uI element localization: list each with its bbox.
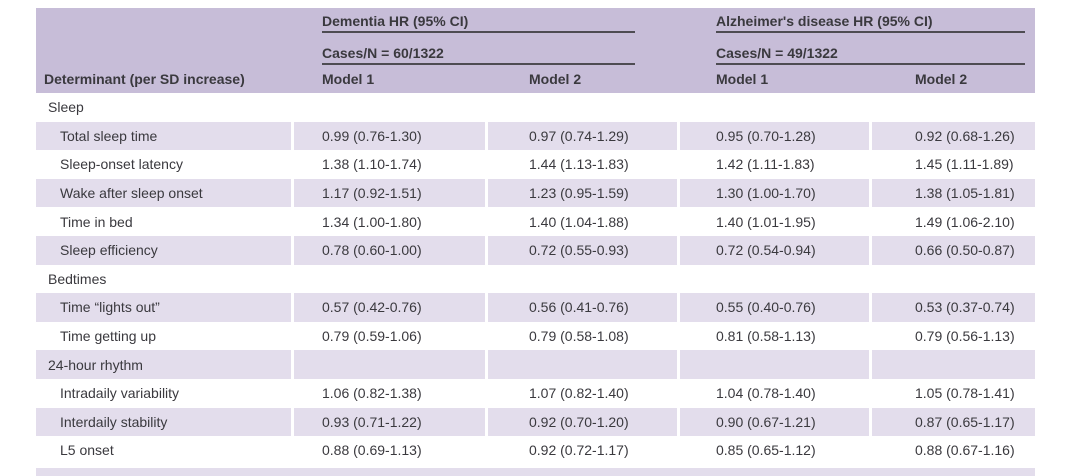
group-title-row: Dementia HR (95% CI) Alzheimer's disease…	[36, 8, 1035, 33]
column-gutter	[869, 93, 872, 465]
hr-value: 1.05 (0.78-1.41)	[915, 385, 1015, 402]
hr-value: 1.04 (0.78-1.40)	[716, 385, 816, 402]
hr-value: 1.49 (1.06-2.10)	[915, 213, 1015, 230]
hr-value: 0.95 (0.70-1.28)	[716, 127, 816, 144]
table-row: Time getting up 0.79 (0.59-1.06) 0.79 (0.5…	[36, 322, 1035, 351]
determinant-label: Time “lights out”	[60, 299, 160, 316]
group-title-alzheimer: Alzheimer's disease HR (95% CI)	[716, 13, 933, 29]
determinant-label: Total sleep time	[60, 127, 158, 144]
hr-value: 1.38 (1.05-1.81)	[915, 185, 1015, 202]
determinant-label: Sleep-onset latency	[60, 156, 183, 173]
hr-value: 1.06 (0.82-1.38)	[322, 385, 422, 402]
cases-alzheimer: Cases/N = 49/1322	[716, 45, 1025, 65]
section-row: Sleep	[36, 93, 1035, 122]
hr-value: 1.42 (1.11-1.83)	[716, 156, 815, 173]
section-label: 24-hour rhythm	[48, 356, 143, 373]
hr-value: 1.40 (1.01-1.95)	[716, 213, 816, 230]
hr-value: 0.99 (0.76-1.30)	[322, 127, 422, 144]
hr-value: 0.72 (0.54-0.94)	[716, 242, 816, 259]
hr-value: 1.38 (1.10-1.74)	[322, 156, 422, 173]
table-bottom-strip	[36, 467, 1035, 476]
hr-value: 1.34 (1.00-1.80)	[322, 213, 422, 230]
table-row: Interdaily stability 0.93 (0.71-1.22) 0.92…	[36, 407, 1035, 437]
hr-value: 1.45 (1.11-1.89)	[915, 156, 1014, 173]
hr-value: 0.81 (0.58-1.13)	[716, 328, 816, 345]
table-row: Sleep-onset latency 1.38 (1.10-1.74) 1.44 …	[36, 150, 1035, 179]
hr-value: 0.88 (0.69-1.13)	[322, 442, 422, 459]
dementia-model2-header: Model 2	[529, 71, 582, 87]
column-gutter	[485, 93, 488, 465]
cases-label-dementia: Cases/N = 60/1322	[322, 45, 444, 61]
hr-value: 0.66 (0.50-0.87)	[915, 242, 1015, 259]
section-row: Bedtimes	[36, 265, 1035, 294]
table-row: Intradaily variability 1.06 (0.82-1.38) 1.…	[36, 379, 1035, 408]
table-row: Wake after sleep onset 1.17 (0.92-1.51) 1.…	[36, 178, 1035, 208]
hr-value: 1.07 (0.82-1.40)	[529, 385, 629, 402]
determinant-label: L5 onset	[60, 442, 114, 459]
hr-value: 1.44 (1.13-1.83)	[529, 156, 629, 173]
column-gutter	[677, 93, 680, 465]
hr-value: 0.85 (0.65-1.12)	[716, 442, 816, 459]
determinant-label: Time in bed	[60, 213, 133, 230]
hr-value: 1.23 (0.95-1.59)	[529, 185, 629, 202]
determinant-label: Wake after sleep onset	[60, 185, 203, 202]
table-row: Time in bed 1.34 (1.00-1.80) 1.40 (1.04-1.…	[36, 207, 1035, 236]
section-label: Sleep	[48, 99, 84, 116]
cases-dementia: Cases/N = 60/1322	[322, 45, 635, 65]
group-alzheimer: Alzheimer's disease HR (95% CI)	[716, 13, 1025, 33]
determinant-column-header: Determinant (per SD increase)	[44, 71, 245, 87]
table-header: Dementia HR (95% CI) Alzheimer's disease…	[36, 8, 1035, 93]
group-dementia: Dementia HR (95% CI)	[322, 13, 635, 33]
table-row: Sleep efficiency 0.78 (0.60-1.00) 0.72 (0.…	[36, 235, 1035, 265]
group-title-dementia: Dementia HR (95% CI)	[322, 13, 469, 29]
hr-value: 0.79 (0.56-1.13)	[915, 328, 1015, 345]
determinant-label: Intradaily variability	[60, 385, 180, 402]
column-header-row: Determinant (per SD increase) Model 1 Mo…	[36, 65, 1035, 93]
hr-value: 1.40 (1.04-1.88)	[529, 213, 629, 230]
hr-value: 0.92 (0.68-1.26)	[915, 127, 1015, 144]
hr-value: 0.72 (0.55-0.93)	[529, 242, 629, 259]
determinant-label: Interdaily stability	[60, 413, 168, 430]
cases-row: Cases/N = 60/1322 Cases/N = 49/1322	[36, 33, 1035, 65]
table-row: L5 onset 0.88 (0.69-1.13) 0.92 (0.72-1.17)…	[36, 436, 1035, 465]
hr-value: 0.97 (0.74-1.29)	[529, 127, 629, 144]
hr-value: 0.92 (0.70-1.20)	[529, 413, 629, 430]
alzheimer-model1-header: Model 1	[716, 71, 769, 87]
hr-value: 0.78 (0.60-1.00)	[322, 242, 422, 259]
hr-value: 0.93 (0.71-1.22)	[322, 413, 422, 430]
column-gutter	[291, 93, 294, 465]
section-label: Bedtimes	[48, 270, 107, 287]
hr-value: 0.90 (0.67-1.21)	[716, 413, 816, 430]
hr-value: 1.17 (0.92-1.51)	[322, 185, 422, 202]
hr-value: 1.30 (1.00-1.70)	[716, 185, 816, 202]
hr-value: 0.88 (0.67-1.16)	[915, 442, 1015, 459]
hr-value: 0.56 (0.41-0.76)	[529, 299, 629, 316]
hr-value: 0.87 (0.65-1.17)	[915, 413, 1015, 430]
table-row: Time “lights out” 0.57 (0.42-0.76) 0.56 (0…	[36, 293, 1035, 322]
table-body: Sleep Total sleep time 0.99 (0.76-1.30) 0.9…	[36, 93, 1035, 465]
alzheimer-model2-header: Model 2	[915, 71, 968, 87]
hr-value: 0.92 (0.72-1.17)	[529, 442, 629, 459]
hr-value: 0.53 (0.37-0.74)	[915, 299, 1015, 316]
hr-value: 0.79 (0.58-1.08)	[529, 328, 629, 345]
hr-value: 0.57 (0.42-0.76)	[322, 299, 422, 316]
table-row: Total sleep time 0.99 (0.76-1.30) 0.97 (0.…	[36, 121, 1035, 151]
section-row: 24-hour rhythm	[36, 350, 1035, 379]
hr-value: 0.79 (0.59-1.06)	[322, 328, 422, 345]
dementia-model1-header: Model 1	[322, 71, 375, 87]
hr-value: 0.55 (0.40-0.76)	[716, 299, 816, 316]
determinant-label: Time getting up	[60, 328, 156, 345]
cases-label-alzheimer: Cases/N = 49/1322	[716, 45, 838, 61]
determinant-label: Sleep efficiency	[60, 242, 158, 259]
hazard-ratio-table: Dementia HR (95% CI) Alzheimer's disease…	[36, 8, 1035, 476]
